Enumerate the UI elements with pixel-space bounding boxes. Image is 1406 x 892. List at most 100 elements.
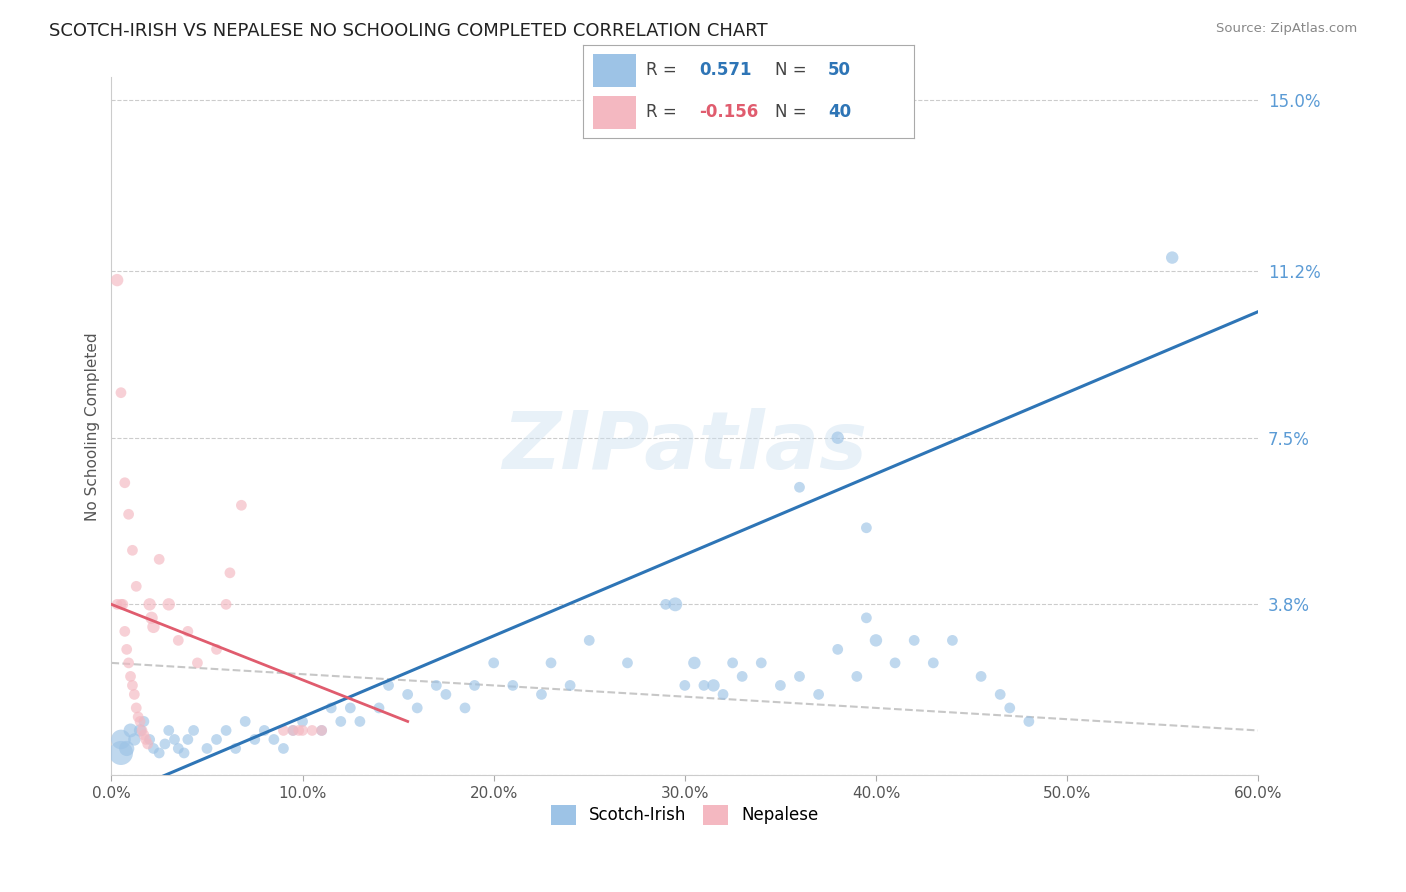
Point <box>311 723 333 738</box>
Point <box>120 723 142 738</box>
Point <box>138 598 160 612</box>
Point <box>578 633 600 648</box>
Text: 50: 50 <box>828 61 851 78</box>
Point <box>124 732 146 747</box>
Point <box>329 714 352 729</box>
Point <box>121 678 143 692</box>
Point <box>884 656 907 670</box>
Point <box>406 701 429 715</box>
Point <box>749 656 772 670</box>
Point <box>219 566 242 580</box>
FancyBboxPatch shape <box>593 96 637 129</box>
Point <box>540 656 562 670</box>
Point <box>339 701 361 715</box>
Point <box>273 741 295 756</box>
Point <box>231 498 253 512</box>
Point <box>148 552 170 566</box>
Point <box>215 723 238 738</box>
Point <box>114 624 136 639</box>
Point <box>148 746 170 760</box>
Point <box>127 710 149 724</box>
Point <box>136 737 159 751</box>
Point <box>560 678 582 692</box>
Point <box>117 656 139 670</box>
Point <box>654 598 676 612</box>
Point <box>970 669 993 683</box>
Point <box>1161 251 1184 265</box>
Point <box>110 746 132 760</box>
Point <box>941 633 963 648</box>
Point <box>167 741 190 756</box>
Point <box>142 620 165 634</box>
Text: -0.156: -0.156 <box>699 103 758 121</box>
Text: 0.571: 0.571 <box>699 61 752 78</box>
Text: 40: 40 <box>828 103 851 121</box>
Point <box>120 669 142 683</box>
Point <box>711 687 734 701</box>
Point <box>721 656 744 670</box>
Point <box>396 687 419 701</box>
Point <box>654 115 676 129</box>
Point <box>731 669 754 683</box>
Point <box>827 431 849 445</box>
Point <box>135 732 157 747</box>
Point <box>454 701 477 715</box>
Point <box>693 678 716 692</box>
Point <box>115 741 138 756</box>
Point <box>425 678 447 692</box>
Point <box>183 723 205 738</box>
Point <box>855 611 877 625</box>
Point <box>125 579 148 593</box>
Point <box>702 678 724 692</box>
Point <box>903 633 925 648</box>
Point <box>153 737 176 751</box>
Point <box>163 732 186 747</box>
Point <box>138 732 160 747</box>
Point <box>287 723 309 738</box>
Point <box>291 714 314 729</box>
Point <box>368 701 391 715</box>
Point <box>311 723 333 738</box>
Point <box>789 480 811 494</box>
Point <box>789 669 811 683</box>
Text: N =: N = <box>775 103 807 121</box>
Point <box>482 656 505 670</box>
Point <box>263 732 285 747</box>
Point <box>215 598 238 612</box>
Point <box>377 678 399 692</box>
Point <box>129 723 152 738</box>
Point <box>673 678 696 692</box>
Point <box>281 723 304 738</box>
Point <box>769 678 792 692</box>
Text: N =: N = <box>775 61 807 78</box>
Point <box>502 678 524 692</box>
Point <box>177 624 200 639</box>
Point <box>117 508 139 522</box>
Point <box>132 714 155 729</box>
Point <box>177 732 200 747</box>
Point <box>111 598 134 612</box>
Point <box>464 678 486 692</box>
Point <box>195 741 218 756</box>
Point <box>142 741 165 756</box>
Point <box>125 701 148 715</box>
Point <box>253 723 276 738</box>
Point <box>855 521 877 535</box>
Point <box>233 714 256 729</box>
Point <box>129 714 152 729</box>
Y-axis label: No Schooling Completed: No Schooling Completed <box>86 332 100 521</box>
Point <box>205 732 228 747</box>
Text: Source: ZipAtlas.com: Source: ZipAtlas.com <box>1216 22 1357 36</box>
Point <box>110 598 132 612</box>
Point <box>157 723 180 738</box>
Point <box>281 723 304 738</box>
Point <box>110 732 132 747</box>
Point <box>110 385 132 400</box>
Point <box>167 633 190 648</box>
Point <box>988 687 1011 701</box>
Text: ZIPatlas: ZIPatlas <box>502 409 868 486</box>
Text: R =: R = <box>647 103 678 121</box>
Text: R =: R = <box>647 61 678 78</box>
Point <box>530 687 553 701</box>
Point <box>186 656 208 670</box>
